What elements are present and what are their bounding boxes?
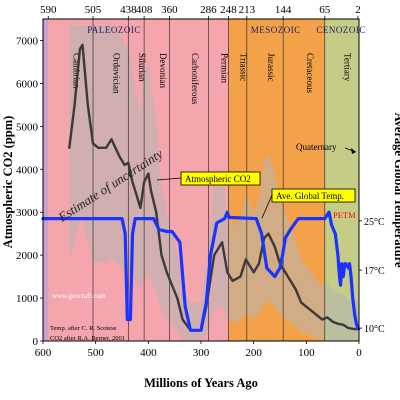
uncertainty-area [69,25,360,342]
petm-label: PETM [333,210,356,220]
series-lines [41,43,361,332]
x-axis-title: Millions of Years Ago [144,376,258,390]
period-label-devonian: Devonian [158,53,168,88]
x-tick-label: 600 [35,347,52,359]
x-tick-label: 400 [140,347,157,359]
period-label-cretaceous: Cretaceous [305,53,315,93]
period-labels: Cambrian Ordovician Silurian Devonian Carbon… [72,53,353,105]
co2-label: Atmospheric CO2 [185,174,251,184]
quaternary-label: Quaternary [296,142,337,152]
right-tick-label: 25°C [364,217,385,228]
era-label-mesozoic: MESOZOIC [251,25,301,35]
credit-co2: CO2 after R.A. Berner, 2001 [50,335,125,342]
temp-label-leader [261,194,273,219]
bottom-axis: 600 500 400 300 200 100 0 [35,341,362,359]
period-label-jurassic: Jurassic [266,53,276,82]
period-label-triassic: Triassic [239,53,249,81]
era-labels: PALEOZOIC MESOZOIC CENOZOIC [87,25,366,35]
era-label-paleozoic: PALEOZOIC [87,25,141,35]
era-label-cenozoic: CENOZOIC [316,25,366,35]
y-tick-label: 0 [33,336,39,348]
period-label-carboniferous: Carboniferous [190,53,200,105]
top-tick-label: 2 [355,4,361,16]
y-axis-title-right: Average Global Temperature [392,112,400,268]
x-tick-label: 200 [245,347,262,359]
top-axis: 590 505 438 408 360 286 248 213 144 65 2 [40,4,361,19]
y-tick-label: 5000 [16,121,39,133]
co2-label-box [180,171,261,186]
site-label: www.geocraft.com [52,292,106,300]
credit-temp: Temp. after C. R. Scotese [50,325,117,332]
co2-label-leader [156,177,182,181]
right-tick-label: 10°C [364,324,385,335]
top-tick-label: 590 [40,4,57,16]
top-tick-label: 248 [220,4,237,16]
y-tick-label: 4000 [16,164,39,176]
y-tick-label: 3000 [16,207,39,219]
top-tick-label: 144 [275,4,292,16]
top-tick-label: 286 [200,4,217,16]
top-tick-label: 213 [239,4,256,16]
temp-label: Ave. Global Temp. [276,191,344,201]
y-tick-label: 7000 [16,35,39,47]
period-label-silurian: Silurian [137,53,147,82]
x-tick-label: 500 [87,347,104,359]
period-label-permian: Permian [219,53,229,83]
temperature-series-line [41,210,360,332]
x-tick-label: 0 [356,347,362,359]
y-axis-title-left: Atmospheric CO2 (ppm) [1,116,15,249]
top-tick-label: 360 [161,4,178,16]
y-tick-label: 6000 [16,78,39,90]
period-label-ordovician: Ordovician [112,53,122,94]
x-tick-label: 300 [193,347,210,359]
top-tick-label: 505 [85,4,102,16]
y-tick-label: 2000 [16,250,39,262]
y-tick-label: 1000 [16,293,39,305]
quaternary-arrow-icon [351,148,356,154]
top-tick-label: 408 [136,4,153,16]
right-axis: 25°C 17°C 10°C [359,217,385,335]
right-tick-label: 17°C [364,266,385,277]
uncertainty-band [69,25,360,342]
top-tick-label: 65 [319,4,331,16]
precambrian-strip [43,19,49,341]
left-axis: 0 1000 2000 3000 4000 5000 6000 7000 [16,35,43,348]
period-label-tertiary: Tertiary [342,53,352,82]
top-tick-label: 438 [120,4,137,16]
x-tick-label: 100 [298,347,315,359]
